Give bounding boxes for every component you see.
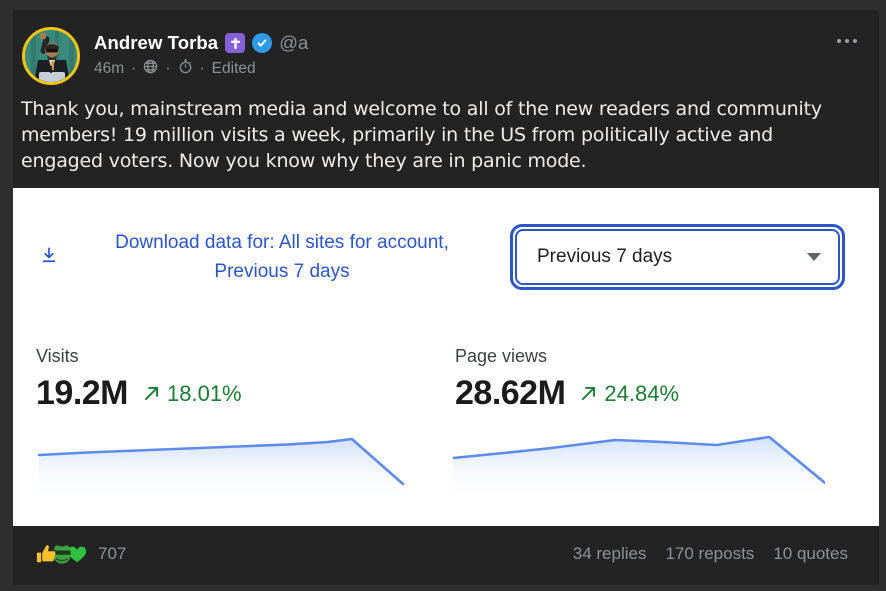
period-select[interactable]: Previous 7 days bbox=[510, 224, 845, 290]
author-block: Andrew Torba @a 46m · · bbox=[94, 27, 308, 79]
period-select-value: Previous 7 days bbox=[537, 246, 673, 267]
post-menu-icon[interactable] bbox=[837, 27, 859, 43]
reposts-link[interactable]: 170 reposts bbox=[665, 543, 755, 563]
page-views-sparkline bbox=[453, 431, 825, 501]
download-icon bbox=[39, 245, 59, 270]
stat-change: 24.84% bbox=[604, 380, 680, 406]
avatar-image bbox=[25, 30, 77, 82]
download-link-line1: Download data for: All sites for account… bbox=[115, 232, 449, 253]
post-container: Andrew Torba @a 46m · · bbox=[13, 10, 879, 585]
download-link-line2: Previous 7 days bbox=[214, 261, 350, 282]
verified-badge-icon bbox=[252, 33, 273, 53]
meta-separator: · bbox=[165, 60, 171, 77]
post-body-text: Thank you, mainstream media and welcome … bbox=[21, 98, 822, 172]
stat-change: 18.01% bbox=[167, 380, 242, 406]
page-views-stat: Page views 28.62M 24.84% bbox=[455, 346, 679, 413]
author-handle[interactable]: @a bbox=[279, 32, 309, 53]
post-meta: 46m · · · Edited bbox=[94, 59, 308, 79]
edited-label: Edited bbox=[211, 60, 256, 77]
analytics-card: Download data for: All sites for account… bbox=[13, 188, 879, 526]
trend-up-icon bbox=[579, 384, 598, 403]
stopwatch-icon bbox=[178, 59, 193, 79]
stat-label: Page views bbox=[455, 346, 548, 366]
engagement-stats: 34 replies 170 reposts 10 quotes bbox=[573, 544, 848, 564]
stat-value: 19.2M bbox=[36, 374, 129, 412]
reaction-count: 707 bbox=[98, 543, 127, 563]
quotes-link[interactable]: 10 quotes bbox=[773, 543, 848, 563]
avatar[interactable] bbox=[22, 27, 80, 85]
thumbs-up-icon bbox=[36, 543, 58, 565]
download-link-text: Download data for: All sites for account… bbox=[69, 228, 495, 286]
stat-label: Visits bbox=[36, 346, 79, 366]
cross-badge-icon bbox=[225, 33, 246, 53]
timestamp: 46m bbox=[94, 60, 125, 77]
visits-sparkline bbox=[37, 431, 405, 501]
meta-separator: · bbox=[131, 60, 137, 77]
trend-up-icon bbox=[142, 384, 161, 403]
author-name[interactable]: Andrew Torba bbox=[94, 32, 219, 53]
post-header: Andrew Torba @a 46m · · bbox=[13, 10, 879, 85]
frog-sunglasses-icon bbox=[51, 543, 73, 565]
meta-separator: · bbox=[199, 60, 205, 77]
replies-link[interactable]: 34 replies bbox=[572, 543, 647, 563]
download-data-link[interactable]: Download data for: All sites for account… bbox=[33, 228, 495, 286]
post-footer: 707 34 replies 170 reposts 10 quotes bbox=[13, 526, 879, 585]
chevron-down-icon bbox=[807, 253, 821, 261]
reactions-cluster[interactable]: 707 bbox=[36, 543, 126, 565]
stat-value: 28.62M bbox=[455, 374, 566, 412]
visits-stat: Visits 19.2M 18.01% bbox=[36, 346, 242, 413]
globe-icon bbox=[143, 59, 158, 79]
green-heart-icon bbox=[66, 543, 88, 565]
